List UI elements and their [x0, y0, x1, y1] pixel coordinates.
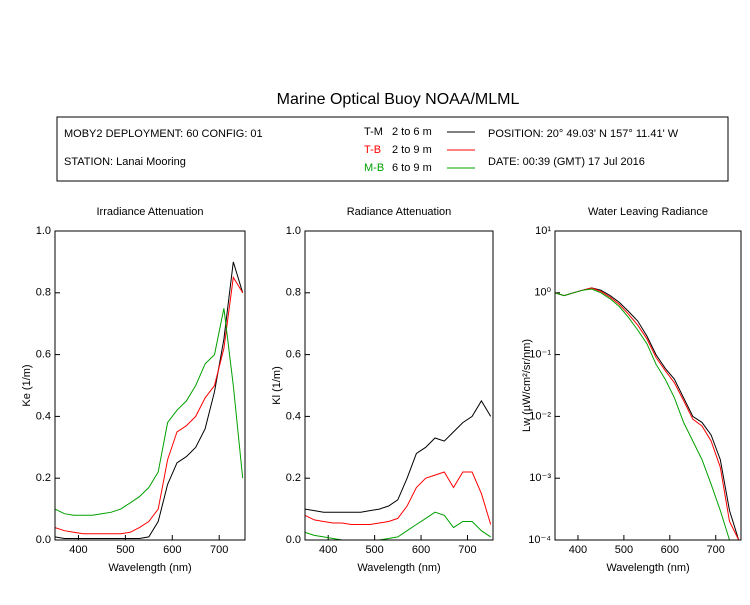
legend-name: T-M: [364, 126, 383, 138]
x-tick-label: 400: [319, 544, 337, 556]
y-tick-label: 0.4: [36, 410, 51, 422]
y-tick-label: 10⁰: [534, 287, 551, 299]
y-tick-label: 0.6: [36, 349, 51, 361]
series-line: [555, 288, 730, 540]
y-tick-label: 0.2: [286, 472, 301, 484]
y-tick-label: 0.4: [286, 410, 301, 422]
series-line: [55, 261, 244, 539]
x-tick-label: 500: [615, 544, 633, 556]
y-tick-label: 0.2: [36, 472, 51, 484]
plot-frame: [54, 230, 246, 541]
x-tick-label: 500: [365, 544, 383, 556]
plot-frame: [554, 230, 742, 541]
legend-name: M-B: [364, 162, 384, 174]
x-axis-label: Wavelength (nm): [357, 562, 440, 574]
page-title: Marine Optical Buoy NOAA/MLML: [277, 91, 520, 108]
y-axis-label: Lw (µW/cm²/sr/nm): [521, 339, 533, 432]
legend-depth: 2 to 9 m: [392, 144, 432, 156]
legend-depth: 6 to 9 m: [392, 162, 432, 174]
series-line: [55, 275, 244, 535]
panel-title: Radiance Attenuation: [347, 206, 452, 218]
y-tick-label: 1.0: [36, 225, 51, 237]
station: STATION: Lanai Mooring: [64, 156, 186, 168]
x-tick-label: 700: [210, 544, 228, 556]
series-line: [555, 287, 740, 540]
x-tick-label: 700: [458, 544, 476, 556]
y-tick-label: 10⁻¹: [529, 349, 551, 361]
y-tick-label: 10¹: [535, 225, 551, 237]
x-tick-label: 400: [69, 544, 87, 556]
x-tick-label: 600: [412, 544, 430, 556]
y-tick-label: 0.8: [36, 287, 51, 299]
deployment: MOBY2 DEPLOYMENT: 60 CONFIG: 01: [64, 128, 263, 140]
position: POSITION: 20° 49.03' N 157° 11.41' W: [488, 128, 679, 140]
series-line: [55, 308, 244, 516]
y-tick-label: 0.8: [286, 287, 301, 299]
y-tick-label: 10⁻⁴: [528, 534, 551, 546]
panel-title: Water Leaving Radiance: [588, 206, 708, 218]
y-tick-label: 1.0: [286, 225, 301, 237]
x-tick-label: 400: [569, 544, 587, 556]
legend-depth: 2 to 6 m: [392, 126, 432, 138]
y-tick-label: 10⁻²: [529, 410, 551, 422]
series-line: [305, 399, 492, 513]
legend-name: T-B: [364, 144, 381, 156]
x-tick-label: 500: [116, 544, 134, 556]
y-tick-label: 0.6: [286, 349, 301, 361]
x-axis-label: Wavelength (nm): [108, 562, 191, 574]
x-axis-label: Wavelength (nm): [606, 562, 689, 574]
y-axis-label: Kl (1/m): [271, 366, 283, 405]
y-tick-label: 10⁻³: [529, 472, 551, 484]
plot-frame: [304, 230, 494, 541]
y-axis-label: Ke (1/m): [21, 364, 33, 406]
panel-title: Irradiance Attenuation: [96, 206, 203, 218]
y-tick-label: 0.0: [36, 534, 51, 546]
info-box: [56, 116, 729, 182]
date: DATE: 00:39 (GMT) 17 Jul 2016: [488, 156, 645, 168]
x-tick-label: 600: [661, 544, 679, 556]
series-line: [305, 471, 492, 525]
series-line: [555, 287, 740, 540]
series-line: [305, 511, 491, 540]
y-tick-label: 0.0: [286, 534, 301, 546]
x-tick-label: 600: [163, 544, 181, 556]
x-tick-label: 700: [707, 544, 725, 556]
